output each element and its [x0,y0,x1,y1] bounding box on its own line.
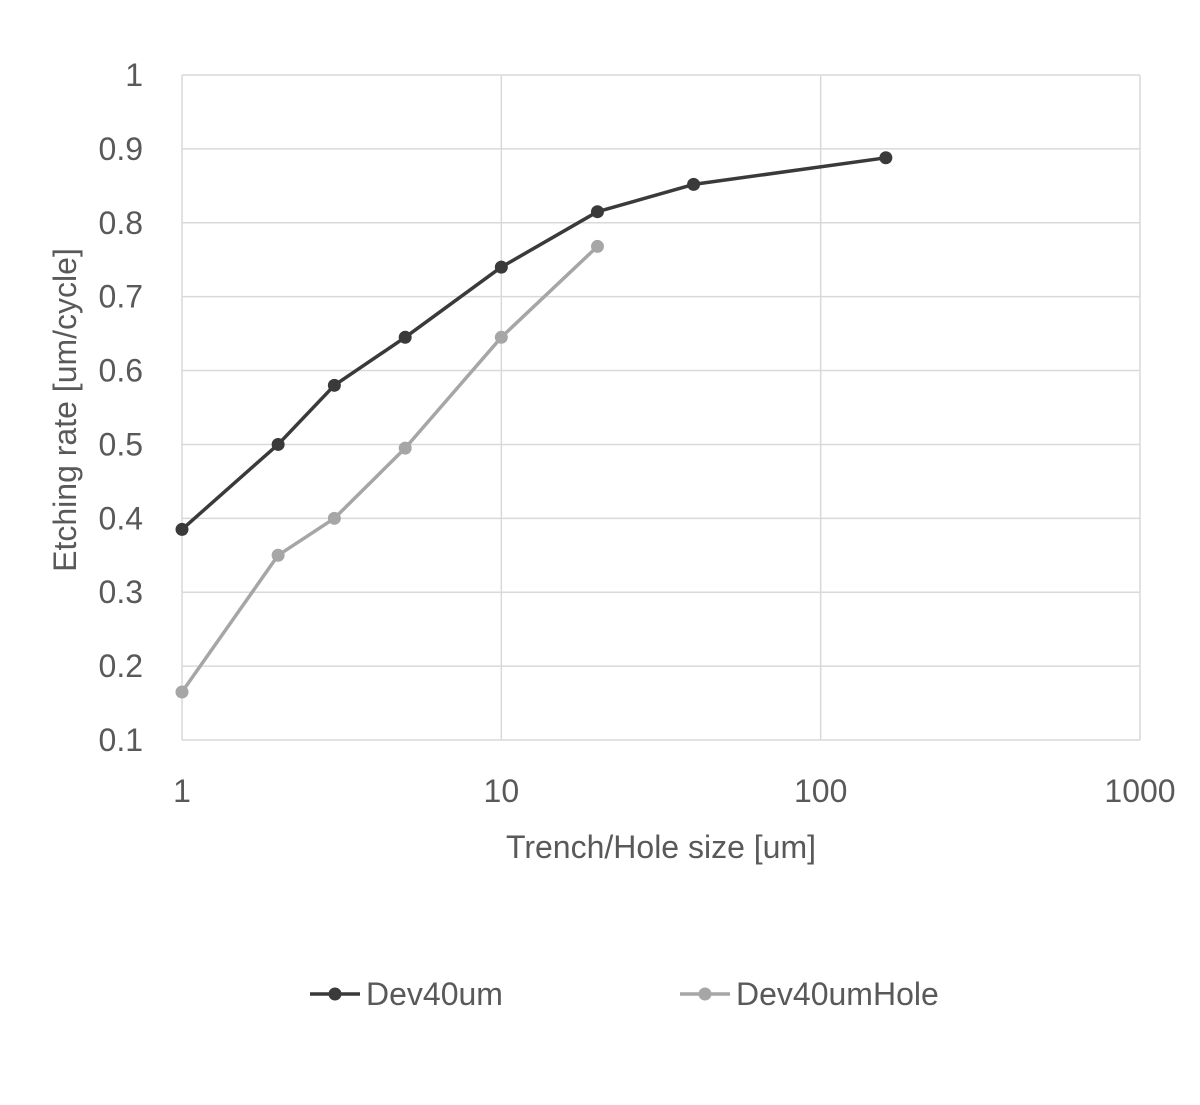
legend-item: Dev40umHole [680,976,939,1012]
data-point [687,177,701,191]
y-tick-label: 0.9 [99,131,143,167]
data-point [175,522,189,536]
x-tick-label: 1000 [1104,773,1175,809]
x-tick-label: 100 [794,773,847,809]
series-layer [175,151,893,699]
x-tick-labels: 1 10 100 1000 [173,773,1175,809]
data-point [327,511,341,525]
x-tick-label: 10 [484,773,520,809]
data-point [271,548,285,562]
data-point [494,260,508,274]
x-axis-label: Trench/Hole size [um] [506,829,816,865]
legend-label: Dev40um [366,976,503,1012]
y-tick-label: 0.5 [99,426,143,462]
y-tick-label: 0.8 [99,205,143,241]
y-tick-label: 0.1 [99,722,143,758]
y-tick-labels: 0.1 0.2 0.3 0.4 0.5 0.6 0.7 0.8 0.9 1 [99,57,143,758]
y-tick-label: 0.4 [99,500,143,536]
data-point [590,205,604,219]
legend-item: Dev40um [310,976,503,1012]
grid [181,74,1141,741]
y-tick-label: 0.7 [99,279,143,315]
data-point [398,441,412,455]
y-tick-label: 0.6 [99,353,143,389]
series-Dev40um [175,151,893,536]
data-point [590,239,604,253]
y-tick-label: 1 [125,57,143,93]
x-tick-label: 1 [173,773,191,809]
data-point [398,330,412,344]
legend: Dev40um Dev40umHole [310,976,939,1012]
y-tick-label: 0.3 [99,574,143,610]
data-point [879,151,893,165]
series-line [180,245,599,694]
series-Dev40umHole [175,239,604,699]
y-tick-label: 0.2 [99,648,143,684]
data-point [271,437,285,451]
data-point [175,685,189,699]
data-point [327,378,341,392]
y-axis-label: Etching rate [um/cycle] [47,248,83,572]
series-line [180,156,887,531]
legend-label: Dev40umHole [736,976,939,1012]
legend-marker [698,987,712,1001]
data-point [494,330,508,344]
legend-marker [328,987,342,1001]
